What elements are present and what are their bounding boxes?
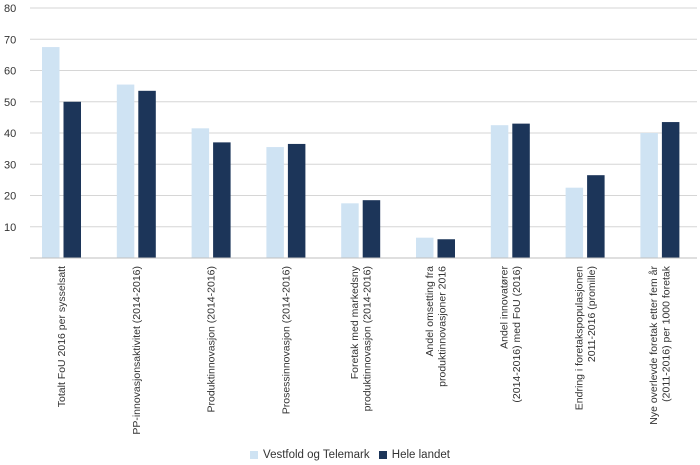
y-tick-label: 20 — [4, 191, 16, 203]
bar-series-1-cat-4 — [362, 200, 381, 258]
bar-series-0-cat-2 — [191, 128, 210, 258]
bar-series-1-cat-5 — [437, 239, 455, 258]
bar-series-0-cat-6 — [490, 125, 509, 258]
category-labels: Totalt FoU 2016 per sysselsatt PP-innovas… — [56, 265, 673, 434]
category-label-2: Produktinnovasjon (2014-2016) — [206, 266, 218, 413]
category-label-5-line-0: Andel omsetting fra — [424, 266, 436, 357]
legend: Vestfold og Telemark Hele landet — [0, 449, 700, 462]
category-label-6-line-0: Andel innovatører — [499, 266, 511, 349]
y-tick-label: 50 — [4, 97, 16, 109]
legend-label-series-1: Hele landet — [391, 449, 450, 461]
bar-series-0-cat-0 — [42, 47, 60, 258]
y-tick-label: 40 — [4, 128, 16, 140]
category-label-4-line-1: produktinnovasjon (2014-2016) — [361, 266, 373, 411]
bar-series-0-cat-1 — [116, 84, 135, 258]
y-tick-label: 70 — [4, 34, 16, 46]
bar-series-1-cat-6 — [512, 123, 530, 258]
bars — [42, 47, 680, 258]
bar-series-1-cat-3 — [287, 143, 306, 258]
legend-label-series-0: Vestfold og Telemark — [263, 449, 370, 461]
bar-series-1-cat-2 — [213, 142, 231, 258]
legend-item-series-0: Vestfold og Telemark — [250, 449, 370, 461]
bar-series-1-cat-1 — [138, 90, 156, 258]
category-label-6-line-1: (2014-2016) med FoU (2016) — [511, 266, 523, 403]
y-tick-label: 30 — [4, 159, 16, 171]
legend-item-series-1: Hele landet — [378, 449, 450, 461]
category-label-8-line-0: Nye overlevde foretak etter fem år — [648, 266, 660, 425]
category-label-0: Totalt FoU 2016 per sysselsatt — [56, 266, 68, 407]
category-label-7-line-1: 2011-2016 (promille) — [586, 266, 598, 362]
bar-series-0-cat-8 — [640, 133, 658, 258]
bar-series-1-cat-8 — [661, 122, 680, 258]
category-label-4-line-0: Foretak med markedsny — [349, 265, 361, 379]
category-label-8-line-1: (2011-2016) per 1000 foretak — [661, 265, 673, 402]
bar-series-1-cat-0 — [63, 101, 81, 258]
y-tick-label: 60 — [4, 66, 16, 78]
category-label-5-line-1: produktinnovasjoner 2016 — [436, 266, 448, 387]
bar-series-0-cat-4 — [341, 203, 359, 258]
bar-series-0-cat-7 — [565, 187, 584, 258]
category-label-7-line-0: Endring i foretakspopulasjonen — [573, 266, 585, 410]
bar-series-0-cat-3 — [266, 147, 284, 258]
category-label-1: PP-innovasjonsaktivitet (2014-2016) — [131, 266, 143, 435]
y-tick-label: 10 — [4, 222, 16, 234]
y-tick-label: 80 — [4, 3, 16, 15]
legend-swatch-series-1 — [378, 451, 387, 459]
category-label-3: Prosessinnovasjon (2014-2016) — [280, 266, 292, 414]
legend-swatch-series-0 — [250, 451, 259, 459]
y-axis-ticks: 10 20 30 40 50 60 70 80 — [4, 3, 16, 234]
bar-series-1-cat-7 — [587, 175, 605, 258]
bar-series-0-cat-5 — [416, 237, 434, 258]
